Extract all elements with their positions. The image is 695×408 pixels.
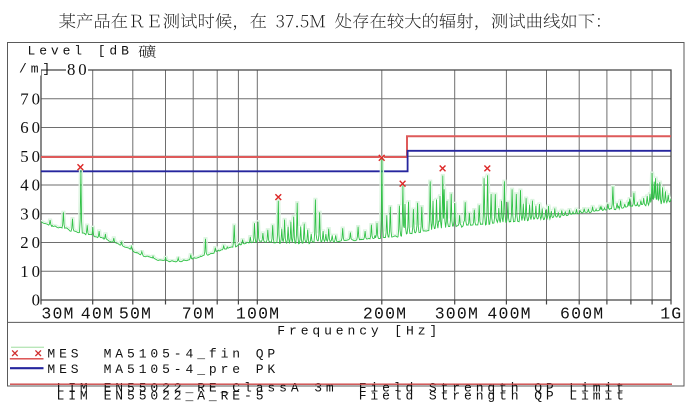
svg-text:20: 20	[20, 233, 43, 252]
svg-text:200M: 200M	[363, 304, 407, 323]
svg-text:50: 50	[20, 147, 43, 166]
svg-text:30: 30	[20, 204, 43, 223]
svg-text:600M: 600M	[560, 304, 604, 323]
svg-text:EN55022_A_RE-5: EN55022_A_RE-5	[104, 389, 268, 404]
svg-text:70: 70	[20, 89, 43, 108]
svg-text:30M: 30M	[41, 304, 74, 323]
svg-text:MES: MES	[47, 346, 82, 361]
svg-text:100M: 100M	[236, 304, 280, 323]
svg-text:60: 60	[20, 118, 43, 137]
svg-text:70M: 70M	[182, 304, 215, 323]
svg-text:40M: 40M	[81, 304, 114, 323]
svg-text:MA5105-4_fin QP: MA5105-4_fin QP	[104, 346, 280, 361]
svg-text:Field Strength QP Limit: Field Strength QP Limit	[359, 389, 628, 404]
svg-text:300M: 300M	[435, 304, 479, 323]
svg-text:1G: 1G	[660, 304, 682, 323]
svg-text:40: 40	[20, 176, 43, 195]
svg-text:80: 80	[67, 60, 90, 79]
svg-text:0: 0	[32, 291, 43, 310]
svg-text:LIM: LIM	[57, 389, 92, 404]
svg-text:MA5105-4_pre PK: MA5105-4_pre PK	[104, 362, 280, 377]
svg-text:50M: 50M	[119, 304, 152, 323]
svg-text:/m]: /m]	[19, 61, 54, 76]
svg-text:400M: 400M	[487, 304, 531, 323]
svg-text:10: 10	[20, 262, 43, 281]
svg-text:Level [dB: Level [dB	[28, 44, 133, 59]
svg-text:MES: MES	[47, 362, 82, 377]
svg-text:Frequency [Hz]: Frequency [Hz]	[277, 324, 441, 339]
